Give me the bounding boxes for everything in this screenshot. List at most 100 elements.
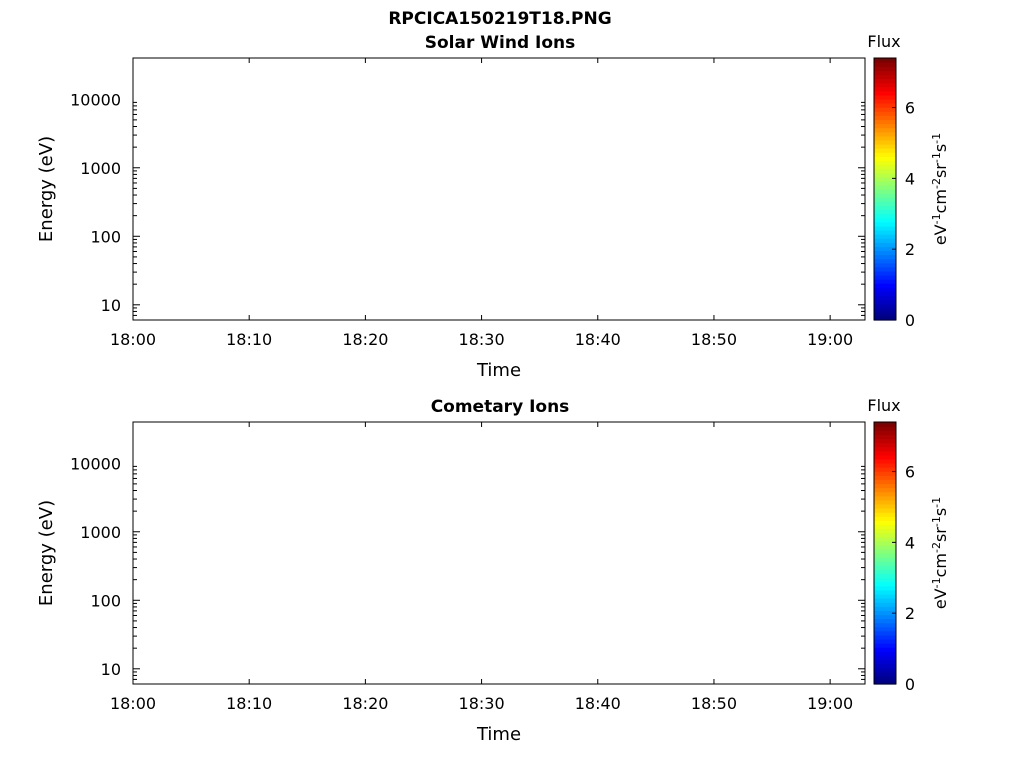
colorbar-segment <box>874 139 896 145</box>
colorbar-segment <box>874 503 896 509</box>
colorbar-segment <box>874 679 896 685</box>
colorbar-segment <box>874 458 896 464</box>
colorbar-segment <box>874 622 896 628</box>
colorbar-segment <box>874 438 896 444</box>
colorbar-segment <box>874 585 896 591</box>
colorbar-unit-label: eV-1cm-2sr-1s-1 <box>930 497 950 609</box>
colorbar-segment <box>874 450 896 456</box>
colorbar-segment <box>874 638 896 644</box>
colorbar-segment <box>874 311 896 317</box>
colorbar-segment <box>874 651 896 656</box>
colorbar-segment <box>874 659 896 665</box>
x-tick-label: 18:00 <box>110 330 156 349</box>
colorbar-segment <box>874 274 896 280</box>
x-tick-label: 18:10 <box>226 694 272 713</box>
y-tick-label: 1000 <box>80 159 121 178</box>
colorbar-segment <box>874 630 896 636</box>
colorbar-segment <box>874 528 896 534</box>
colorbar-segment <box>874 242 896 247</box>
colorbar-segment <box>874 479 896 485</box>
colorbar-segment <box>874 205 896 211</box>
panel-title-solar-wind: Solar Wind Ions <box>425 33 576 53</box>
panel-title-cometary: Cometary Ions <box>431 397 570 417</box>
colorbar-segment <box>874 143 896 149</box>
colorbar-frame <box>873 421 897 685</box>
colorbar-segment <box>874 270 896 276</box>
colorbar-segment <box>874 315 896 321</box>
colorbar-segment <box>874 103 896 108</box>
colorbar-segment <box>874 593 896 599</box>
colorbar-segment <box>874 499 896 505</box>
colorbar-segment <box>874 295 896 301</box>
colorbar-segment <box>874 426 896 431</box>
x-tick-label: 18:10 <box>226 330 272 349</box>
colorbar-segment <box>874 168 896 174</box>
colorbar-title: Flux <box>867 32 900 51</box>
colorbar-segment <box>874 606 896 611</box>
x-tick-label: 18:40 <box>575 330 621 349</box>
colorbar-segment <box>874 520 896 525</box>
plot-frame <box>132 421 866 685</box>
colorbar-segment <box>874 119 896 125</box>
colorbar-segment <box>874 254 896 260</box>
colorbar-segment <box>874 209 896 215</box>
colorbar-frame <box>873 57 897 321</box>
solar-wind-ions-panel: Solar Wind Ions 18:00 18:10 18:20 18:30 18:4… <box>36 32 950 381</box>
colorbar-segment <box>874 618 896 624</box>
colorbar-segment <box>874 434 896 439</box>
colorbar-tick-label: 2 <box>905 240 915 259</box>
colorbar-segment <box>874 548 896 554</box>
colorbar-segment <box>874 213 896 219</box>
colorbar-segment <box>874 234 896 239</box>
colorbar-segment <box>874 148 896 153</box>
colorbar-segment <box>874 647 896 652</box>
colorbar-segment <box>874 299 896 305</box>
colorbar-segment <box>874 180 896 186</box>
figure-title: RPCICA150219T18.PNG <box>388 9 611 29</box>
x-tick-label: 18:50 <box>691 330 737 349</box>
colorbar-segment <box>874 626 896 632</box>
cometary-ions-panel: Cometary Ions 18:00 18:10 18:20 18:30 18:40 1… <box>36 396 950 745</box>
x-axis: 18:00 18:10 18:20 18:30 18:40 18:50 19:00 <box>110 58 853 349</box>
colorbar-segment <box>874 250 896 256</box>
colorbar-tick-label: 0 <box>905 675 915 694</box>
y-tick-label: 10000 <box>70 90 121 109</box>
colorbar-segment <box>874 74 896 80</box>
colorbar-segment <box>874 483 896 489</box>
colorbar-segment <box>874 643 896 648</box>
y-tick-label: 10000 <box>70 454 121 473</box>
colorbar-segment <box>874 258 896 264</box>
colorbar-segment <box>874 532 896 538</box>
x-axis: 18:00 18:10 18:20 18:30 18:40 18:50 19:00 <box>110 422 853 713</box>
colorbar-tick-label: 6 <box>905 99 915 118</box>
colorbar-segment <box>874 422 896 427</box>
colorbar-segment <box>874 671 896 677</box>
colorbar-segment <box>874 111 896 116</box>
colorbar-segment <box>874 246 896 252</box>
y-tick-label: 100 <box>90 227 121 246</box>
colorbar-segment <box>874 225 896 231</box>
colorbar-segment <box>874 107 896 112</box>
colorbar-segment <box>874 238 896 243</box>
colorbar-segment <box>874 197 896 202</box>
x-axis-label: Time <box>476 724 521 745</box>
colorbar-tick-label: 4 <box>905 169 915 188</box>
colorbar-tick-label: 6 <box>905 463 915 482</box>
colorbar-segment <box>874 565 896 570</box>
colorbar-segment <box>874 491 896 497</box>
colorbar-segment <box>874 189 896 194</box>
x-tick-label: 19:00 <box>807 694 853 713</box>
colorbar-segment <box>874 172 896 178</box>
colorbar-segment <box>874 655 896 661</box>
colorbar-segment <box>874 201 896 206</box>
colorbar-segment <box>874 123 896 129</box>
x-tick-label: 18:30 <box>459 330 505 349</box>
colorbar-segment <box>874 279 896 284</box>
colorbar-segment <box>874 152 896 157</box>
colorbar-segment <box>874 487 896 493</box>
colorbar-segment <box>874 495 896 501</box>
colorbar-segment <box>874 507 896 513</box>
colorbar-segment <box>874 471 896 476</box>
y-tick-label: 10 <box>101 660 121 679</box>
colorbar-segment <box>874 66 896 71</box>
